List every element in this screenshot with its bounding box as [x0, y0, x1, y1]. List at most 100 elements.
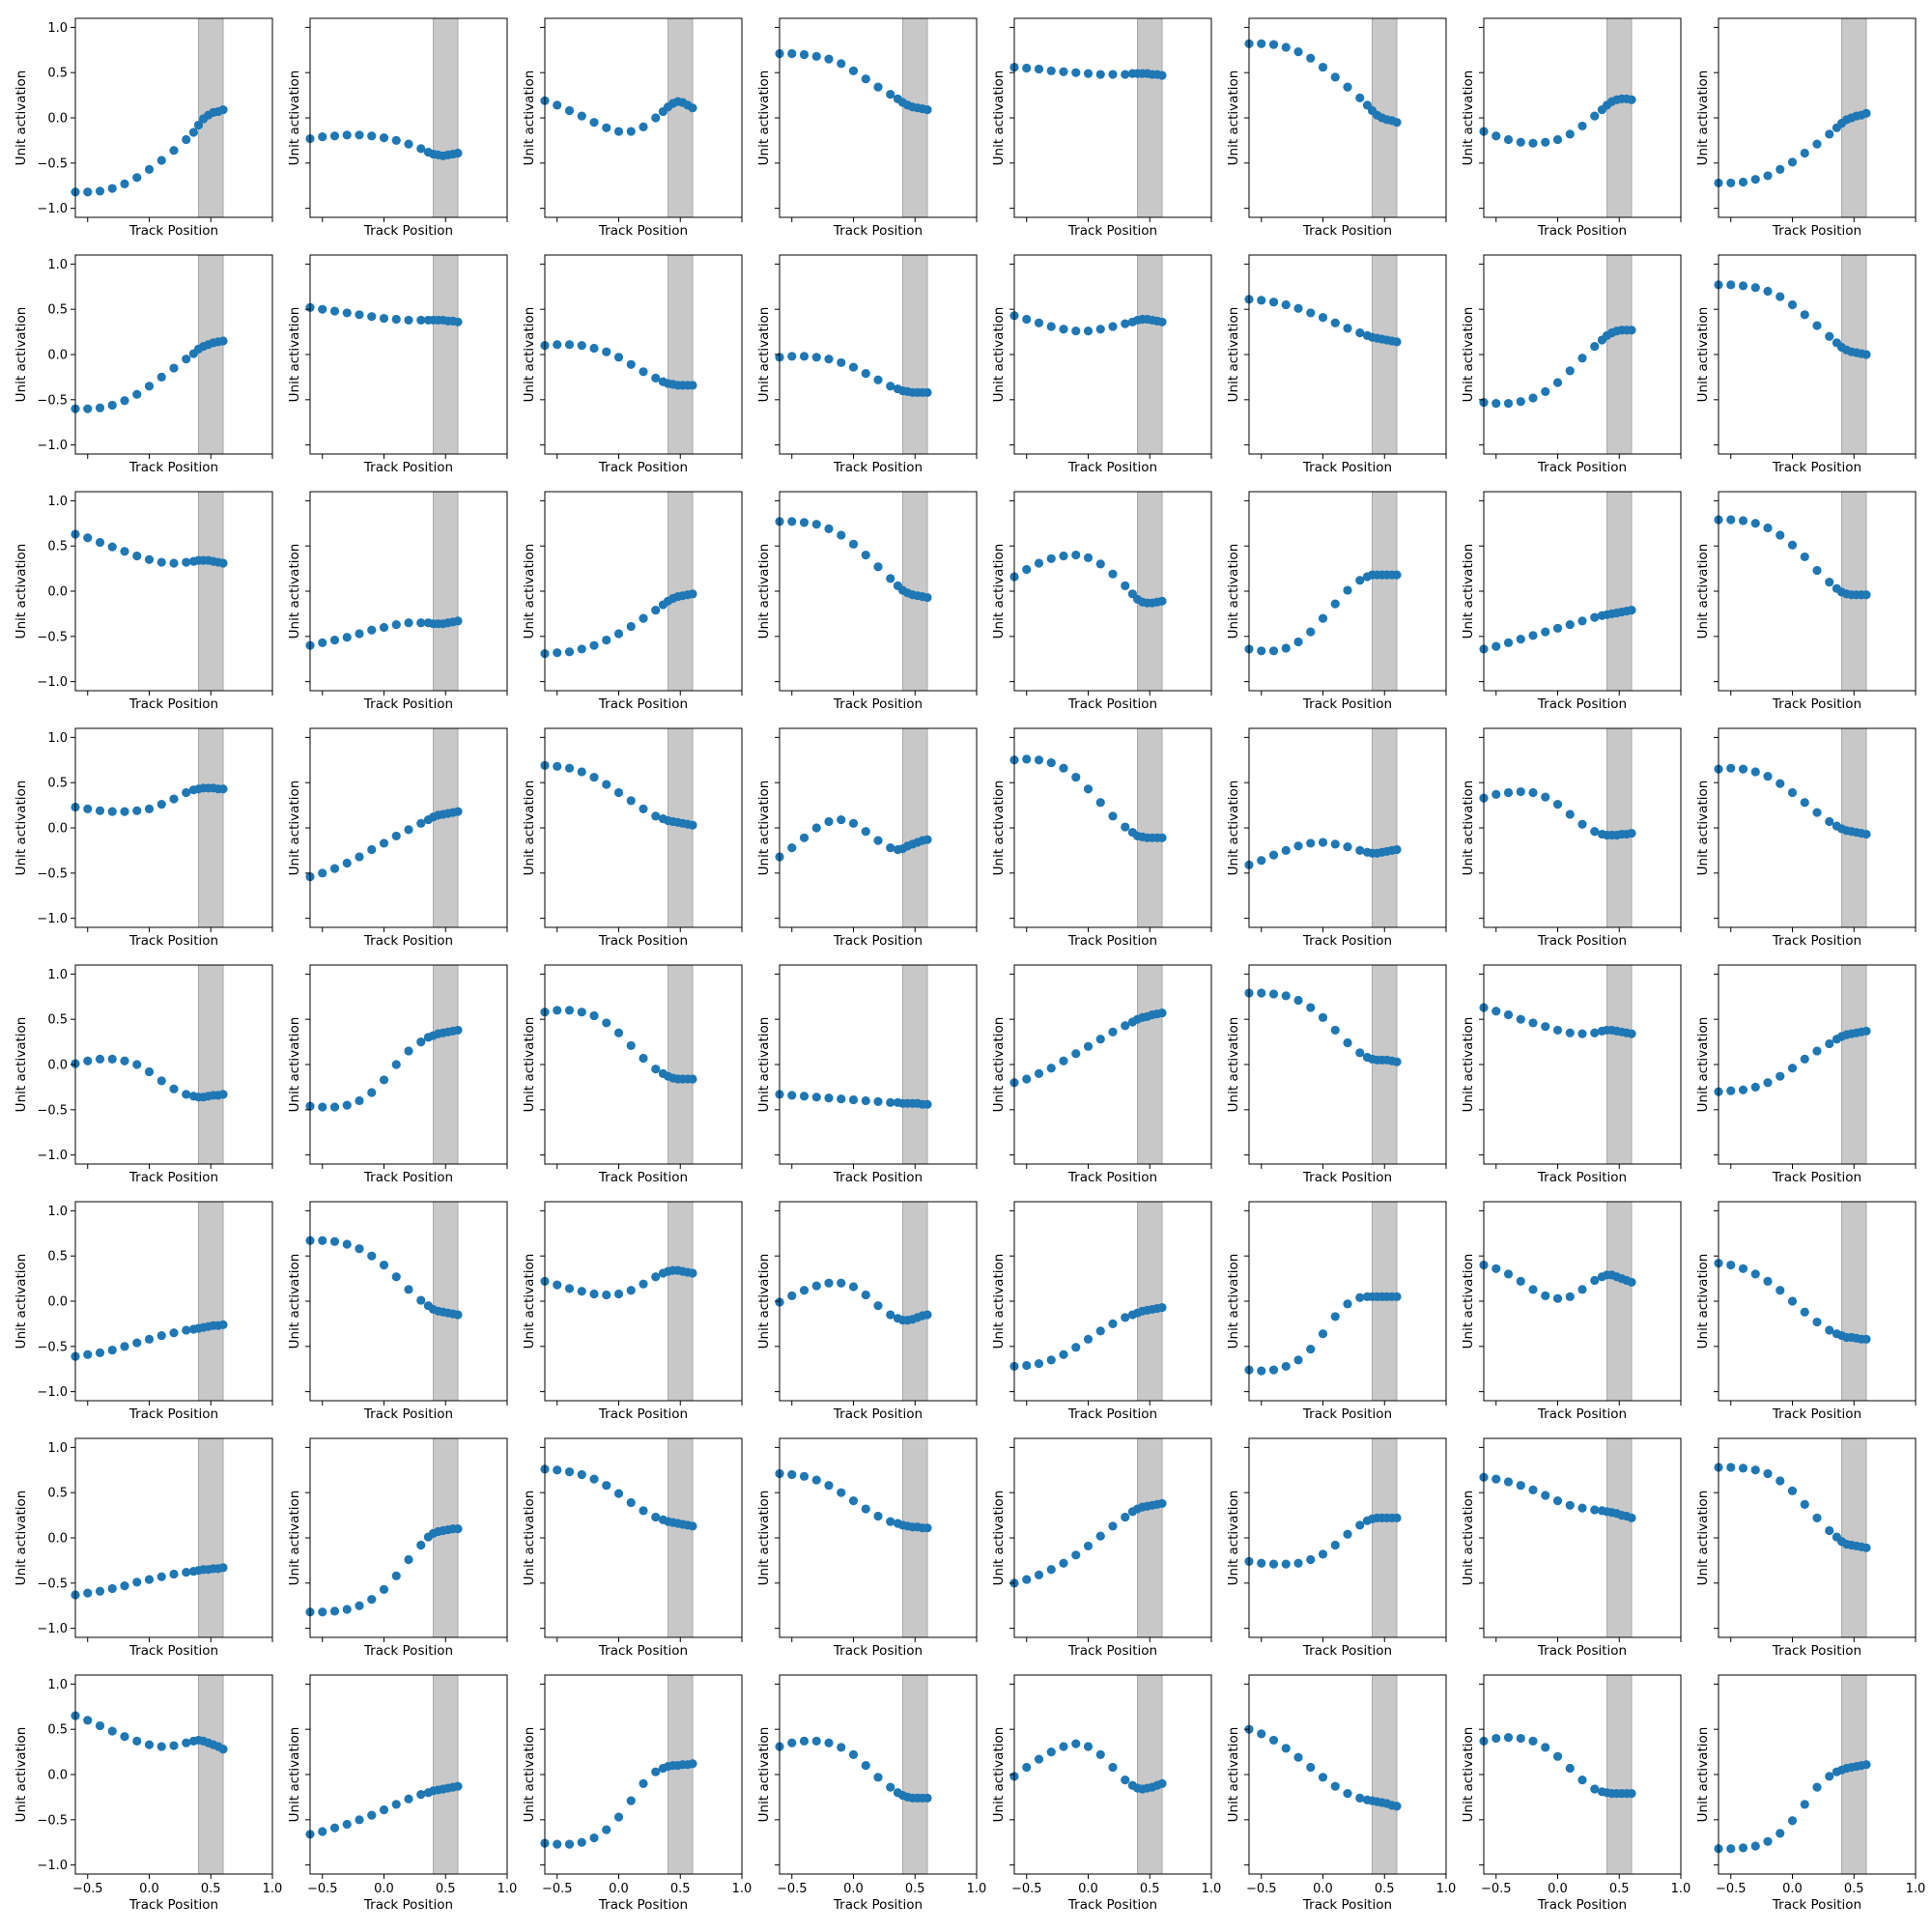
data-point: [1293, 841, 1303, 851]
highlight-band: [433, 727, 459, 928]
axes-frame: [309, 254, 508, 455]
y-axis-label: Unit activation: [1461, 1017, 1476, 1113]
highlight-band: [433, 964, 459, 1165]
data-point: [886, 1097, 895, 1107]
data-point: [1095, 325, 1105, 334]
data-point: [1812, 808, 1822, 817]
highlight-band: [1372, 491, 1398, 692]
data-point: [811, 1475, 821, 1485]
data-point: [156, 1330, 166, 1341]
y-axis-label: Unit activation: [287, 307, 302, 403]
highlight-band: [668, 17, 694, 218]
x-axis-label: Track Position: [1537, 460, 1627, 475]
data-point: [1565, 129, 1575, 139]
x-axis-label: Track Position: [1772, 1897, 1861, 1913]
data-point: [1306, 627, 1316, 637]
data-point: [848, 362, 859, 372]
data-point: [1825, 1525, 1834, 1536]
data-point: [1800, 310, 1809, 320]
y-axis-label: Unit activation: [287, 1017, 302, 1113]
data-point: [1503, 1477, 1514, 1487]
data-point: [367, 312, 377, 322]
data-point: [1825, 331, 1834, 341]
data-point: [589, 1474, 599, 1484]
data-point: [342, 1819, 352, 1830]
data-point: [416, 1790, 426, 1800]
data-point: [1528, 1736, 1538, 1746]
subplot-r5-c2: Track Position Unit activation: [287, 964, 508, 1185]
y-tick-label: −1.0: [37, 912, 68, 926]
data-point: [391, 1571, 401, 1580]
data-point: [1627, 326, 1636, 335]
axes-frame: [1013, 1437, 1212, 1638]
y-axis-label: Unit activation: [1226, 1727, 1241, 1823]
data-point: [1726, 280, 1736, 290]
y-axis-label: Unit activation: [14, 1017, 29, 1113]
data-point: [1503, 1009, 1514, 1020]
x-axis-label: Track Position: [1302, 460, 1392, 475]
y-tick-label: −0.5: [37, 1103, 68, 1118]
data-point: [553, 1839, 562, 1849]
data-point: [169, 794, 179, 804]
data-point: [688, 820, 697, 830]
data-point: [1095, 1531, 1105, 1541]
data-point: [120, 396, 129, 406]
data-point: [1046, 1355, 1056, 1365]
data-point: [811, 1093, 821, 1102]
data-point: [553, 1465, 562, 1475]
subplot-r2-c7: Track Position Unit activation: [1461, 254, 1682, 475]
subplot-r6-c5: Track Position Unit activation: [991, 1201, 1212, 1422]
data-point: [379, 1260, 389, 1270]
highlight-band: [1137, 1674, 1163, 1875]
x-axis-label: Track Position: [1067, 223, 1157, 239]
highlight-band: [902, 17, 928, 218]
data-point: [1861, 590, 1871, 600]
data-point: [318, 1236, 327, 1245]
data-point: [1492, 131, 1501, 141]
axes-frame: [1718, 491, 1917, 692]
y-axis-label: Unit activation: [1461, 1491, 1476, 1586]
data-point: [1577, 1285, 1587, 1294]
data-point: [1516, 137, 1525, 147]
data-point: [1157, 1009, 1167, 1018]
data-point: [1059, 1742, 1068, 1751]
data-point: [1293, 47, 1303, 57]
data-point: [1738, 177, 1748, 187]
data-point: [1861, 829, 1871, 839]
data-point: [404, 1554, 413, 1565]
data-point: [837, 59, 846, 69]
data-point: [602, 635, 611, 645]
axes-frame: [544, 1437, 743, 1638]
x-tick-label: 0.0: [374, 1882, 394, 1896]
data-point: [589, 118, 599, 128]
data-point: [848, 539, 859, 549]
subplot-r8-c6: −0.5 0.0 0.5 1.0 Track Position Unit activati…: [1226, 1674, 1456, 1913]
axes-frame: [544, 17, 743, 218]
data-point: [639, 804, 648, 813]
subplot-r8-c8: −0.5 0.0 0.5 1.0 Track Position Unit activati…: [1695, 1674, 1925, 1913]
data-point: [218, 1320, 228, 1329]
data-point: [848, 1282, 859, 1292]
data-point: [95, 537, 105, 548]
subplot-r7-c3: Track Position Unit activation: [522, 1437, 743, 1659]
data-point: [651, 373, 661, 383]
data-point: [182, 134, 191, 145]
data-point: [379, 133, 389, 143]
axes-frame: [1718, 1201, 1917, 1402]
data-point: [824, 524, 834, 533]
y-axis-label: Unit activation: [756, 71, 772, 166]
axes-frame: [309, 1437, 508, 1638]
data-point: [1590, 1275, 1600, 1286]
highlight-band: [668, 1674, 694, 1875]
data-point: [613, 1489, 624, 1498]
data-point: [1257, 1729, 1266, 1739]
data-point: [367, 1088, 377, 1097]
data-point: [1552, 800, 1563, 810]
data-point: [1552, 1293, 1563, 1303]
data-point: [329, 1102, 340, 1112]
data-point: [651, 1512, 661, 1522]
data-point: [602, 1481, 611, 1491]
data-point: [1034, 1754, 1044, 1764]
data-point: [1343, 82, 1352, 92]
y-tick-label: 0.0: [47, 112, 68, 127]
